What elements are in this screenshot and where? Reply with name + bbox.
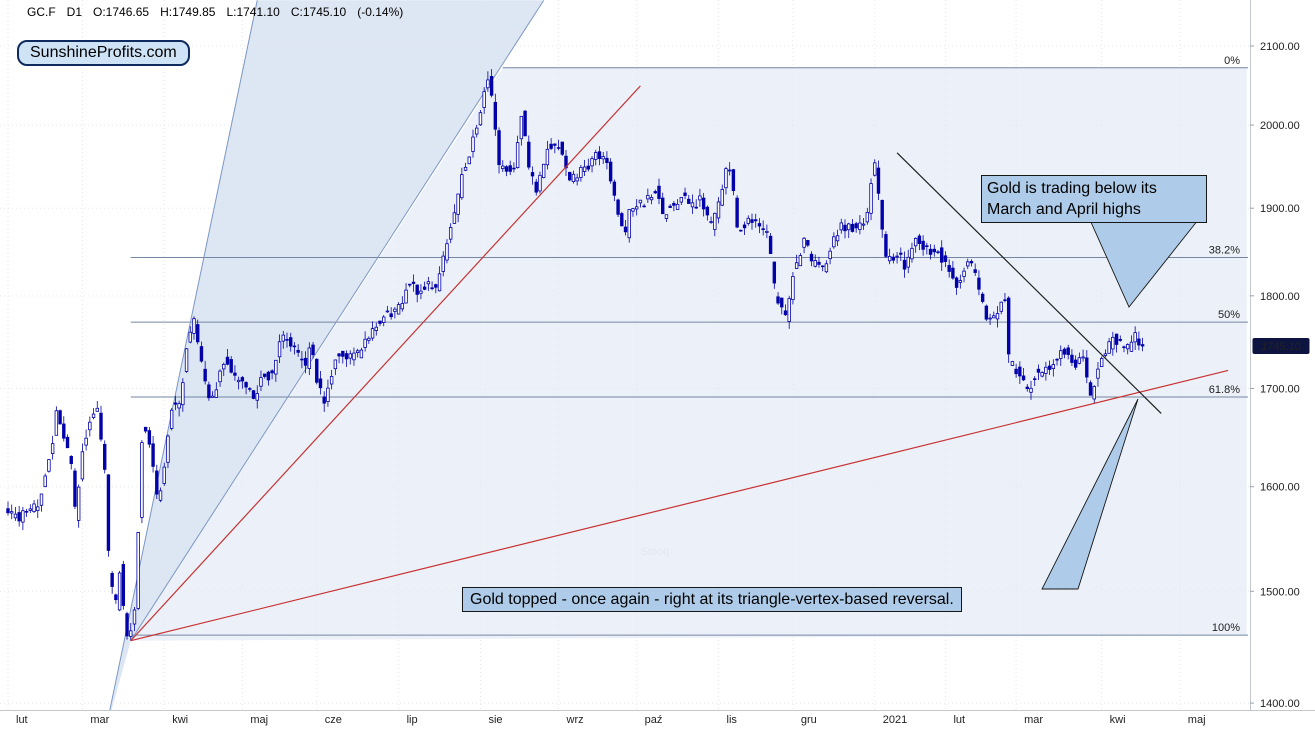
- fib-label: 38.2%: [1209, 245, 1240, 257]
- x-month-label: sie: [488, 714, 502, 726]
- callout-pointers: [1041, 219, 1199, 590]
- x-month-label: lip: [407, 714, 418, 726]
- y-tick-label: 1600.00: [1260, 482, 1300, 494]
- fib-label: 50%: [1218, 309, 1240, 321]
- shaded-regions: [109, 0, 1247, 710]
- y-tick-label: 2100.00: [1260, 41, 1300, 53]
- fib-label: 0%: [1224, 55, 1240, 67]
- svg-text:Stooq: Stooq: [641, 546, 670, 558]
- price-tag-value: 1745.10: [1261, 341, 1301, 353]
- channel-lines: [109, 0, 545, 710]
- fib-label: 100%: [1212, 622, 1240, 634]
- candles: [6, 69, 1145, 642]
- price-tag: 1745.10: [1252, 338, 1310, 355]
- resistance-line: [896, 152, 1162, 414]
- branding-label: SunshineProfits.com: [30, 44, 177, 61]
- fib-label: 61.8%: [1209, 384, 1240, 396]
- y-tick-label: 1400.00: [1260, 698, 1300, 710]
- x-month-label: kwi: [172, 714, 188, 726]
- annotation-vertex-reversal: Gold topped - once again - right at its …: [462, 587, 962, 612]
- y-tick-label: 2000.00: [1260, 120, 1300, 132]
- y-axis-labels: 2100.00 2000.00 1900.00 1800.00 1700.00 1600.…: [1250, 41, 1300, 710]
- pointer-bottom-callout: [1041, 398, 1139, 590]
- x-month-label: 2021: [883, 714, 907, 726]
- trend-lines: [130, 85, 1229, 642]
- y-tick-label: 1900.00: [1260, 203, 1300, 215]
- x-month-label: gru: [801, 714, 817, 726]
- x-month-label: mar: [1024, 714, 1043, 726]
- ohlc-header: GC.F D1 O:1746.65 H:1749.85 L:1741.10 C:…: [27, 5, 403, 19]
- y-tick-label: 1700.00: [1260, 383, 1300, 395]
- x-month-label: maj: [250, 714, 268, 726]
- y-tick-label: 1800.00: [1260, 291, 1300, 303]
- fibonacci-levels: 0% 38.2% 50% 61.8% 100%: [130, 55, 1248, 636]
- stooq-watermark: Stooq: [641, 546, 670, 558]
- interval-label: D1: [66, 5, 83, 19]
- y-tick-label: 1500.00: [1260, 586, 1300, 598]
- x-month-label: kwi: [1110, 714, 1126, 726]
- annotation-march-april-highs: Gold is trading below its March and Apri…: [981, 175, 1207, 223]
- x-month-label: maj: [1188, 714, 1206, 726]
- x-month-label: cze: [325, 714, 342, 726]
- open-value: O:1746.65: [93, 5, 150, 19]
- x-month-label: mar: [90, 714, 109, 726]
- branding-badge: SunshineProfits.com: [17, 40, 190, 66]
- x-axis-labels: lut mar kwi maj cze lip sie wrz paź lis gru 2021 lut…: [16, 714, 1206, 726]
- close-value: C:1745.10: [290, 5, 347, 19]
- symbol-label: GC.F: [27, 5, 56, 19]
- x-month-label: lut: [953, 714, 965, 726]
- low-value: L:1741.10: [226, 5, 280, 19]
- x-month-label: paź: [645, 714, 663, 726]
- x-month-label: wrz: [566, 714, 584, 726]
- high-value: H:1749.85: [160, 5, 216, 19]
- x-month-label: lis: [727, 714, 738, 726]
- x-month-label: lut: [16, 714, 28, 726]
- change-value: (-0.14%): [357, 5, 404, 19]
